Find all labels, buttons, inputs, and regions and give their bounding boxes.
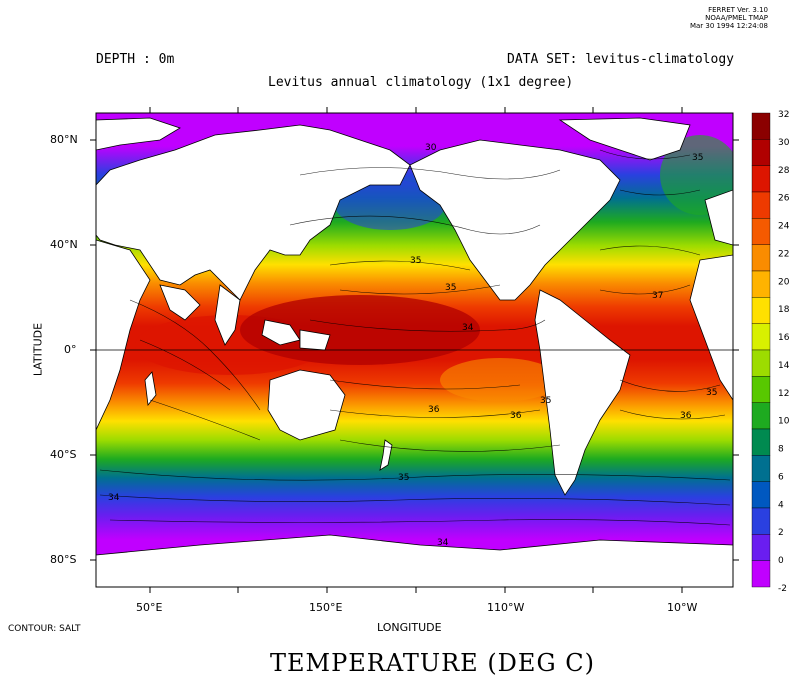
colorbar-label: 4 [778,500,784,510]
salinity-contours [99,149,731,526]
colorbar-swatch [751,507,771,535]
version-stamp: FERRET Ver. 3.10 NOAA/PMEL TMAP Mar 30 1… [690,6,768,30]
contour-label: 35 [410,256,421,266]
colorbar-label: 26 [778,194,790,204]
contour-label: 34 [462,323,474,333]
colorbar-swatch [751,165,771,193]
temperature-field [96,113,733,587]
colorbar-label: 20 [778,277,790,287]
colorbar-label: 14 [778,361,790,371]
colorbar-label: 0 [778,556,784,566]
lat-tick-label: 40°S [50,448,77,461]
colorbar-swatch [751,323,771,351]
colorbar-label: 18 [778,305,790,315]
colorbar-label: -2 [778,584,787,594]
version-line: FERRET Ver. 3.10 [708,6,768,14]
colorbar-swatch [751,428,771,456]
lat-ticks [90,139,739,561]
colorbar-label: 10 [778,417,790,427]
main-title: TEMPERATURE (DEG C) [270,649,595,677]
colorbar-label: 12 [778,389,789,399]
lon-ticks [149,107,683,593]
contour-label: 36 [510,411,522,421]
colorbar-swatch [751,560,771,588]
lon-tick-label: 50°E [136,601,163,614]
colorbar-swatch [751,270,771,298]
lon-tick-label: 10°W [667,601,698,614]
version-line: NOAA/PMEL TMAP [705,14,768,22]
colorbar-swatch [751,534,771,561]
landmasses [96,117,733,587]
colorbar-swatch [751,139,771,166]
contour-label: 34 [437,538,449,548]
lat-tick-label: 40°N [50,238,78,251]
contour-label: 35 [706,388,717,398]
lon-tick-label: 150°E [309,601,343,614]
contour-label: 36 [428,405,440,415]
plot-subtitle: Levitus annual climatology (1x1 degree) [268,75,574,90]
contour-note: CONTOUR: SALT [8,624,81,634]
depth-label: DEPTH : 0m [96,52,175,67]
colorbar-label: 24 [778,222,790,232]
y-axis-label: LATITUDE [31,322,45,377]
contour-label: 34 [108,493,120,503]
colorbar-label: 22 [778,249,789,259]
colorbar-swatch [751,481,771,509]
dataset-label: DATA SET: levitus-climatology [507,52,734,67]
x-axis-label: LONGITUDE [377,621,442,634]
colorbar-label: 30 [778,138,790,148]
colorbar-swatch [751,402,771,430]
contour-label: 35 [692,153,703,163]
colorbar-label: 28 [778,166,790,176]
contour-label: 35 [398,473,409,483]
contour-label: 37 [652,291,663,301]
lat-tick-label: 80°N [50,133,78,146]
colorbar-swatch [751,244,771,272]
colorbar-label: 2 [778,528,784,538]
colorbar-swatch [751,112,771,140]
contour-label: 35 [445,283,456,293]
contour-label-group: 30 35 35 35 37 34 36 35 36 35 34 34 35 3… [108,143,717,548]
contour-label: 36 [680,411,692,421]
colorbar-label: 32 [778,110,789,120]
colorbar-label: 16 [778,333,790,343]
lat-tick-label: 0° [64,343,77,356]
colorbar-swatch [751,455,771,482]
colorbar-label: 6 [778,472,784,482]
colorbar-swatch [751,349,771,377]
contour-label: 30 [425,143,437,153]
lat-tick-label: 80°S [50,553,77,566]
version-line: Mar 30 1994 12:24:08 [689,22,768,30]
contour-label: 35 [540,396,551,406]
colorbar-swatch [751,297,771,324]
colorbar-swatch [751,218,771,245]
colorbar-label: 8 [778,445,784,455]
colorbar-swatch [751,191,771,219]
lon-tick-label: 110°W [487,601,525,614]
colorbar-swatch [751,376,771,403]
